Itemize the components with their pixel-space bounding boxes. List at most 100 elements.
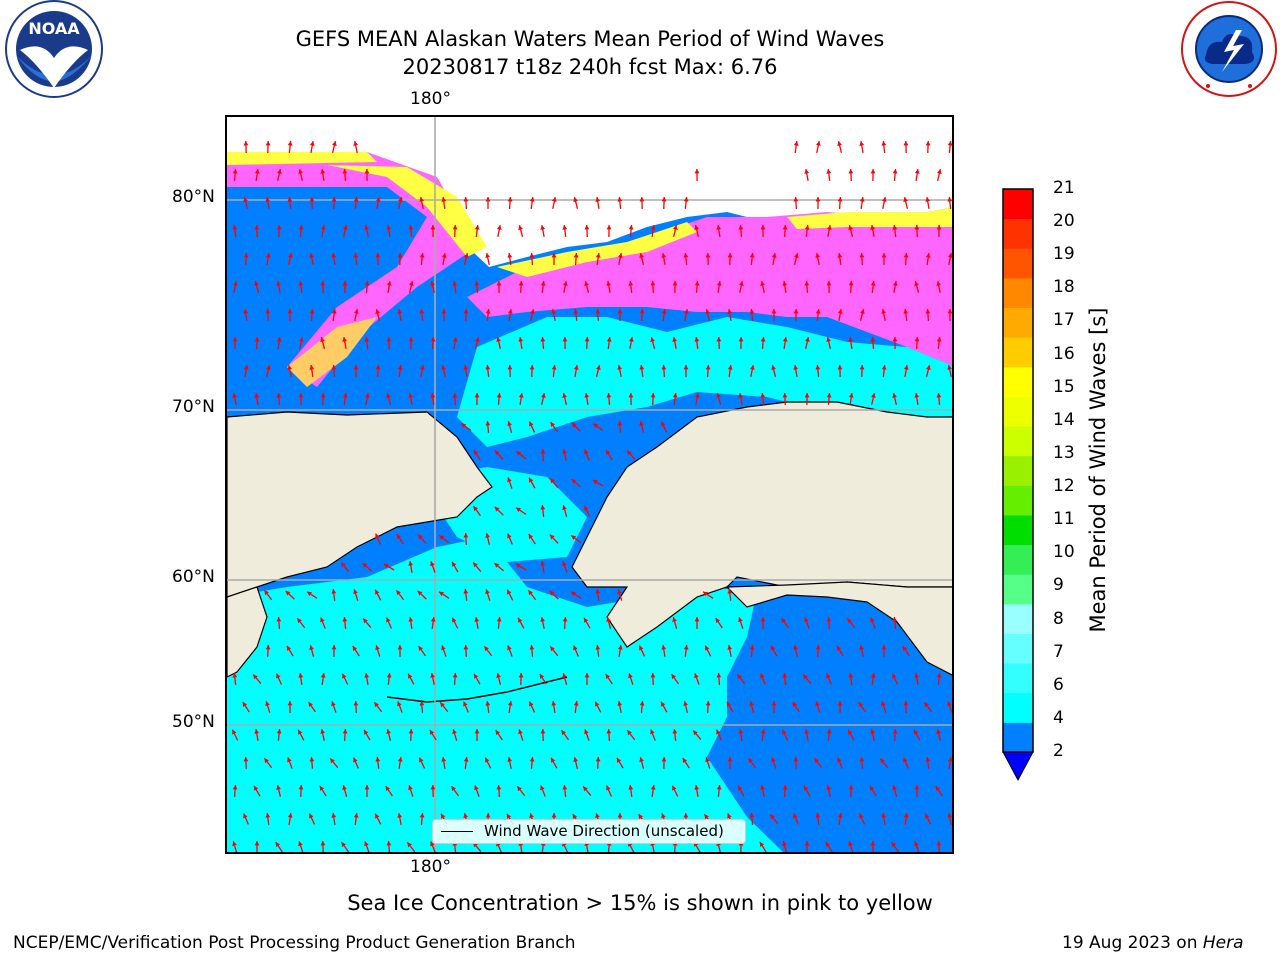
colorbar-blocks (1003, 189, 1033, 753)
wind-wave-arrow (670, 673, 680, 685)
colorbar-tick-label: 7 (1053, 641, 1064, 662)
wind-wave-arrow (793, 253, 799, 265)
wind-wave-arrow (385, 617, 393, 629)
wind-wave-arrow (463, 756, 469, 770)
wind-wave-arrow (582, 785, 592, 797)
wind-wave-arrow (309, 645, 315, 657)
wind-wave-arrow (925, 140, 931, 154)
wind-wave-arrow (881, 253, 887, 265)
wind-wave-arrow (573, 645, 579, 657)
wind-wave-arrow (639, 364, 645, 378)
credit-date: 19 Aug 2023 on Hera (1062, 933, 1244, 953)
wind-wave-arrow (650, 280, 656, 294)
wind-wave-arrow (287, 757, 293, 769)
colorbar-block (1003, 426, 1033, 457)
wind-wave-arrow (386, 336, 392, 350)
wind-wave-arrow (562, 505, 568, 517)
wind-wave-arrow (947, 756, 952, 770)
wind-wave-arrow (331, 252, 337, 266)
colorbar-extend-triangle (1002, 751, 1034, 782)
wind-wave-arrow (540, 504, 546, 518)
wind-wave-arrow (441, 308, 447, 322)
wind-wave-arrow (507, 196, 513, 210)
wind-wave-arrow (408, 728, 414, 742)
wind-wave-arrow (287, 812, 293, 826)
wind-wave-arrow (804, 617, 810, 629)
wind-wave-arrow (353, 196, 359, 210)
wind-wave-arrow (232, 280, 238, 294)
wind-wave-arrow (494, 450, 504, 460)
legend-label: Wind Wave Direction (unscaled) (484, 822, 724, 840)
lon-label-bottom: 180° (410, 857, 451, 877)
wind-wave-arrow (319, 785, 327, 797)
wind-wave-arrow (408, 336, 414, 350)
wind-wave-arrow (870, 840, 876, 852)
wind-wave-arrow (804, 280, 810, 294)
wind-wave-arrow (683, 365, 689, 377)
wind-wave-arrow (518, 672, 524, 686)
wind-wave-arrow (870, 224, 876, 238)
wind-wave-arrow (329, 757, 339, 769)
wind-wave-arrow (859, 196, 865, 210)
colorbar-tick-label: 18 (1053, 277, 1075, 298)
wind-wave-arrow (408, 560, 414, 574)
wind-wave-arrow (650, 729, 656, 741)
wind-wave-arrow (232, 672, 238, 686)
wind-wave-arrow (232, 784, 238, 798)
wind-wave-arrow (770, 645, 778, 657)
wind-wave-arrow (881, 364, 887, 378)
wind-wave-arrow (617, 196, 623, 210)
wind-wave-arrow (650, 392, 656, 406)
wind-wave-arrow (331, 196, 337, 210)
wind-wave-arrow (592, 423, 604, 431)
wind-wave-arrow (397, 644, 403, 658)
wind-wave-arrow (892, 336, 898, 350)
wind-wave-arrow (881, 644, 887, 658)
wind-wave-arrow (518, 280, 524, 294)
wind-wave-arrow (528, 477, 536, 489)
nws-seal-icon (1181, 1, 1277, 97)
wind-wave-arrow (474, 392, 480, 406)
colorbar-block (1003, 514, 1033, 546)
wind-wave-arrow (859, 756, 865, 770)
wind-wave-arrow (364, 336, 370, 350)
wind-wave-arrow (727, 308, 733, 322)
wind-wave-arrow (584, 281, 590, 293)
wind-wave-arrow (682, 757, 690, 769)
wind-wave-arrow (760, 616, 766, 630)
wind-wave-arrow (727, 644, 733, 658)
wind-wave-arrow (925, 308, 931, 322)
wind-wave-arrow (661, 364, 667, 378)
legend-line-swatch (441, 831, 473, 832)
wind-wave-arrow (438, 591, 450, 599)
wind-wave-arrow (650, 224, 656, 238)
wind-wave-arrow (483, 645, 493, 657)
wind-wave-arrow (383, 563, 395, 571)
sea-ice-region (497, 222, 697, 277)
wind-wave-arrow (485, 197, 491, 209)
wind-wave-arrow (474, 729, 480, 741)
wind-wave-arrow (496, 224, 502, 238)
colorbar-tick-label: 19 (1053, 244, 1075, 265)
wind-wave-arrow (881, 701, 887, 713)
map-panel[interactable] (225, 115, 954, 854)
wind-wave-arrow (605, 673, 613, 685)
wind-wave-arrow (793, 140, 799, 154)
wind-wave-arrow (705, 757, 711, 769)
wind-wave-arrow (694, 225, 699, 237)
wind-wave-arrow (287, 140, 293, 154)
wind-wave-arrow (848, 672, 854, 686)
wind-wave-arrow (254, 728, 260, 742)
wind-wave-arrow (914, 281, 920, 293)
wind-wave-arrow (507, 477, 513, 489)
wind-wave-arrow (736, 673, 746, 685)
wind-wave-arrow (309, 140, 315, 154)
wind-wave-arrow (914, 336, 920, 350)
wind-wave-arrow (364, 785, 370, 797)
wind-wave-arrow (441, 252, 447, 266)
wind-wave-arrow (276, 616, 282, 630)
wind-wave-arrow (870, 168, 876, 182)
wind-wave-arrow (903, 252, 909, 266)
wind-wave-arrow (306, 591, 318, 599)
wind-wave-arrow (353, 140, 359, 154)
